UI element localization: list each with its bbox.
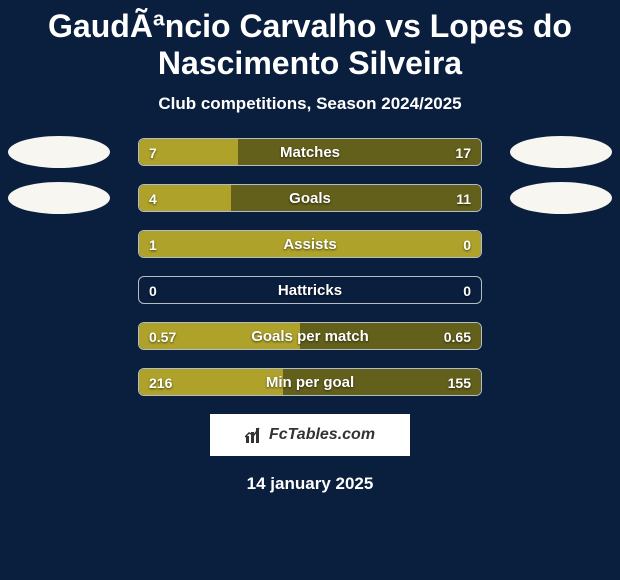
bar-right-fill [300, 323, 481, 349]
stat-row: 717Matches [0, 138, 620, 166]
bar-left-fill [139, 185, 231, 211]
page-title: GaudÃªncio Carvalho vs Lopes do Nascimen… [0, 0, 620, 86]
stat-bar: 717Matches [138, 138, 482, 166]
bar-left-fill [139, 323, 300, 349]
bar-left-fill [139, 369, 283, 395]
brand-badge: FcTables.com [210, 414, 410, 456]
stat-row: 0.570.65Goals per match [0, 322, 620, 350]
stat-bar: 0 0Hattricks [138, 276, 482, 304]
bar-left-fill [139, 231, 481, 257]
subtitle: Club competitions, Season 2024/2025 [0, 94, 620, 114]
stat-row: 0 0Hattricks [0, 276, 620, 304]
stats-container: 717Matches 411Goals 10Assists 0 0Hattricks 0.… [0, 138, 620, 396]
stat-bar: 411Goals [138, 184, 482, 212]
stat-bar: 10Assists [138, 230, 482, 258]
player-left-placeholder [8, 182, 110, 214]
chart-icon [245, 426, 263, 444]
bar-right-fill [231, 185, 481, 211]
stat-row: 411Goals [0, 184, 620, 212]
stat-row: 10Assists [0, 230, 620, 258]
stat-label: Hattricks [139, 277, 481, 303]
stat-row: 216155Min per goal [0, 368, 620, 396]
stat-value-left: 0 [149, 277, 157, 303]
stat-value-right: 0 [463, 277, 471, 303]
player-right-placeholder [510, 136, 612, 168]
stat-bar: 0.570.65Goals per match [138, 322, 482, 350]
bar-left-fill [139, 139, 238, 165]
player-right-placeholder [510, 182, 612, 214]
player-left-placeholder [8, 136, 110, 168]
bar-right-fill [238, 139, 481, 165]
stat-bar: 216155Min per goal [138, 368, 482, 396]
date-text: 14 january 2025 [0, 474, 620, 494]
bar-right-fill [283, 369, 481, 395]
brand-text: FcTables.com [269, 426, 375, 444]
